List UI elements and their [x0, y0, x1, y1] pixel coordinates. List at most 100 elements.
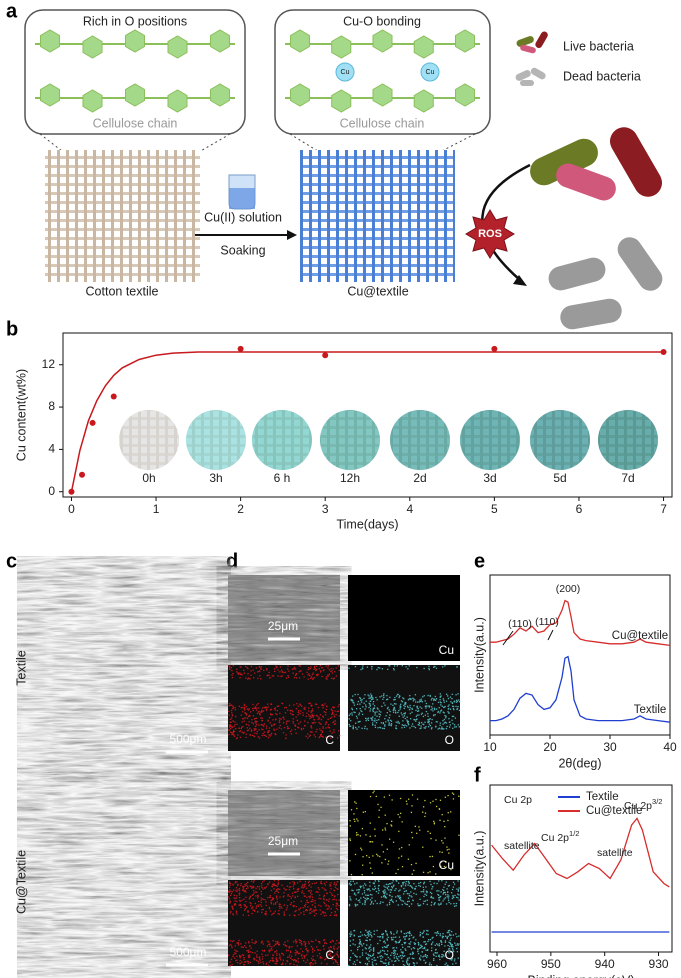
- eds-dot: [408, 935, 411, 937]
- eds-dot: [372, 903, 375, 905]
- legend-label: Textile: [586, 791, 619, 803]
- eds-dot: [251, 719, 253, 721]
- eds-dot: [451, 959, 453, 961]
- y-axis-label: Cu content(wt%): [14, 369, 28, 461]
- eds-dot: [323, 882, 325, 885]
- eds-dot: [307, 674, 309, 676]
- eds-dot: [325, 677, 327, 680]
- eds-dot: [422, 871, 425, 873]
- eds-dot: [323, 944, 325, 947]
- eds-dot: [429, 832, 432, 834]
- element-label: C: [325, 948, 334, 962]
- eds-dot: [330, 884, 332, 887]
- eds-dot: [289, 882, 291, 884]
- eds-dot: [282, 896, 285, 898]
- eds-dot: [231, 906, 234, 909]
- eds-dot: [258, 900, 260, 903]
- eds-dot: [448, 931, 450, 934]
- panel-label: b: [6, 318, 18, 340]
- legend-label: Live bacteria: [563, 39, 634, 53]
- eds-dot: [432, 897, 435, 899]
- eds-dot: [285, 889, 287, 891]
- eds-dot: [423, 881, 425, 884]
- eds-dot: [281, 884, 283, 886]
- eds-dot: [404, 713, 406, 715]
- eds-dot: [233, 730, 236, 733]
- eds-dot: [249, 895, 252, 897]
- eds-dot: [383, 950, 385, 952]
- eds-dot: [313, 911, 315, 913]
- eds-dot: [379, 936, 382, 938]
- eds-dot: [278, 727, 280, 729]
- eds-dot: [392, 939, 394, 941]
- eds-dot: [417, 941, 420, 944]
- eds-dot: [283, 904, 285, 906]
- eds-dot: [408, 931, 411, 933]
- eds-dot: [431, 708, 434, 710]
- eds-dot: [329, 941, 332, 943]
- eds-dot: [393, 665, 396, 667]
- eds-dot: [297, 895, 299, 898]
- eds-dot: [295, 949, 297, 951]
- eds-dot: [433, 882, 435, 884]
- eds-dot: [268, 943, 270, 946]
- eds-dot: [425, 949, 427, 951]
- eds-dot: [411, 794, 414, 796]
- eds-dot: [320, 913, 322, 915]
- eds-dot: [444, 897, 447, 899]
- eds-dot: [434, 932, 436, 934]
- eds-dot: [370, 934, 373, 937]
- eds-dot: [254, 942, 257, 944]
- eds-dot: [248, 724, 250, 726]
- eds-dot: [245, 733, 247, 735]
- eds-dot: [360, 897, 362, 899]
- eds-dot: [232, 913, 234, 915]
- eds-dot: [257, 711, 259, 713]
- eds-dot: [455, 962, 457, 964]
- eds-dot: [373, 705, 376, 707]
- eds-dot: [229, 668, 231, 671]
- eds-dot: [248, 956, 250, 959]
- eds-dot: [443, 712, 445, 714]
- inset-label: 3h: [209, 471, 222, 485]
- eds-dot: [388, 860, 390, 862]
- eds-dot: [308, 884, 310, 887]
- eds-dot: [397, 813, 399, 816]
- eds-dot: [392, 947, 394, 949]
- eds-dot: [428, 718, 430, 720]
- eds-dot: [366, 963, 369, 965]
- eds-dot: [247, 911, 249, 913]
- eds-dot: [422, 846, 424, 848]
- eds-dot: [319, 728, 321, 730]
- eds-dot: [448, 895, 450, 897]
- eds-dot: [368, 888, 370, 890]
- cu-ion: [420, 62, 440, 82]
- eds-dot: [305, 947, 308, 950]
- eds-dot: [372, 710, 374, 713]
- eds-dot: [412, 962, 415, 964]
- eds-dot: [237, 942, 239, 945]
- eds-dot: [296, 888, 299, 891]
- eds-dot: [364, 708, 366, 710]
- eds-dot: [271, 724, 273, 726]
- eds-dot: [295, 942, 297, 944]
- eds-dot: [275, 957, 278, 959]
- eds-dot: [250, 947, 252, 949]
- eds-dot: [384, 929, 387, 932]
- eds-dot: [393, 946, 395, 949]
- eds-dot: [294, 952, 296, 954]
- eds-dot: [295, 959, 297, 962]
- eds-dot: [431, 937, 433, 939]
- eds-dot: [263, 723, 266, 725]
- eds-dot: [278, 943, 281, 946]
- eds-dot: [336, 947, 339, 950]
- eds-dot: [351, 933, 353, 935]
- eds-dot: [383, 940, 386, 942]
- eds-dot: [378, 816, 380, 818]
- eds-dot: [232, 733, 234, 735]
- eds-dot: [361, 699, 363, 701]
- eds-dot: [259, 713, 261, 715]
- eds-dot: [322, 715, 324, 717]
- eds-dot: [274, 902, 277, 904]
- eds-dot: [310, 677, 312, 679]
